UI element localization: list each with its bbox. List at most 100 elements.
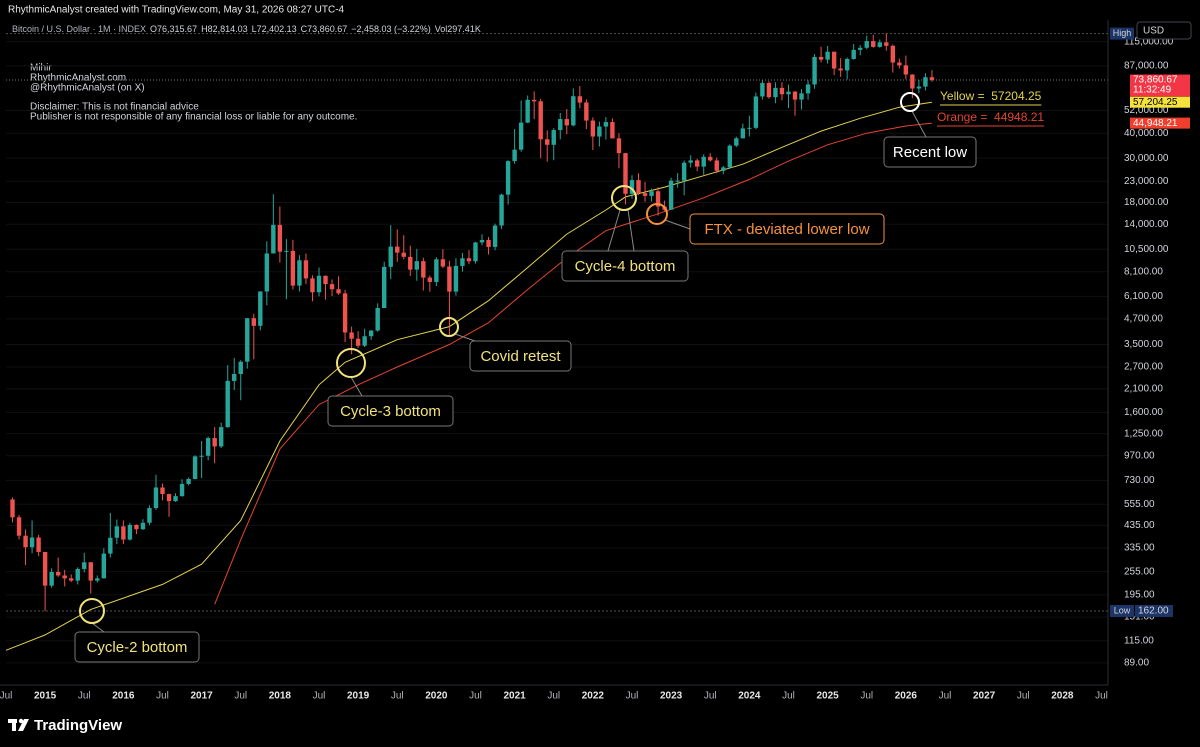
candle-body [82,562,87,569]
candle-body [225,380,230,428]
candle-body [310,278,315,293]
candle-body [323,275,328,285]
candle-body [342,293,348,333]
candle-body [871,41,876,47]
low-value-box [1135,604,1173,617]
x-tick-label: 2022 [582,691,605,702]
candles [10,33,935,611]
note: Disclaimer: This is not financial advice [30,102,199,113]
candle-body [140,522,146,530]
candle-body [864,41,869,48]
price-tag-label: 44,948.21 [1133,118,1178,129]
y-tick-label: 730.00 [1124,475,1155,486]
low-value: 162.00 [1138,606,1169,617]
callout-circle [646,203,668,225]
callout-text: Cycle-4 bottom [575,258,676,275]
candle-body [277,224,283,252]
price-tag [1130,117,1190,129]
y-tick-label: 1,250.00 [1124,428,1163,439]
candle-body [766,83,772,98]
y-tick-label: 8,100.00 [1124,266,1163,277]
callout-circle [439,317,459,337]
candle-body [844,58,850,71]
callout-circle [900,92,920,112]
candle-body [610,122,615,139]
candle-body [753,96,759,128]
candle-body [290,250,296,286]
candle-body [838,68,843,71]
candle-body [831,51,837,69]
candle-body [69,578,74,581]
credit: RhythmicAnalyst created with TradingView… [8,5,345,16]
stat: L72,402.13 [252,24,297,34]
x-tick-label: Jul [0,691,12,702]
candle-body [479,239,485,243]
y-tick-label: 52,000.00 [1124,105,1169,116]
callout-link [350,376,363,397]
candle-body [681,162,687,181]
candle-body [545,139,550,145]
candle-body [147,508,152,523]
overlay-line [5,101,932,651]
candle-body [577,96,583,103]
candle-body [329,284,335,290]
y-tick-label: 151.00 [1124,612,1155,623]
candle-body [551,130,556,145]
x-tick-label: Jul [234,691,247,702]
callout-link [454,333,476,342]
candle-body [179,483,185,497]
candle-body [271,224,276,254]
candle-body [688,160,693,163]
candle-body [505,161,511,195]
candle-body [792,91,798,100]
candle-body [434,259,439,282]
candle-body [258,291,263,326]
x-tick-label: Jul [704,691,717,702]
candle-body [903,65,909,75]
candle-body [623,153,628,194]
candle-body [499,194,504,226]
candle-body [818,56,824,60]
candle-body [877,42,882,47]
y-tick-label: 255.00 [1124,566,1155,577]
candle-body [466,258,472,262]
candle-body [655,191,661,207]
y-tick-label: 10,500.00 [1124,244,1169,255]
candle-body [675,180,680,182]
candle-body [571,96,576,126]
note: RhythmicAnalyst.com [30,73,126,84]
price-tag-label: 73,860.67 [1133,75,1178,86]
candle-body [916,86,922,89]
candle-body [851,49,856,59]
candle-body [251,318,256,326]
callout-text: Cycle-2 bottom [87,639,188,656]
candle-body [597,126,602,137]
callout-box [689,213,885,245]
candle-body [101,553,107,579]
price-tag [1130,74,1190,97]
candle-body [414,261,420,270]
candle-body [62,575,67,579]
candle-body [303,260,309,279]
x-tick-label: Jul [1095,691,1108,702]
candle-body [492,225,498,247]
stat: H82,814.03 [201,24,248,34]
callout-text: Cycle-3 bottom [340,403,441,420]
x-tick-label: 2020 [425,691,448,702]
candle-body [721,167,726,171]
logo-part [18,719,29,731]
candle-body [336,289,341,294]
candle-body [531,99,537,102]
candle-body [238,361,243,375]
candle-body [49,571,54,586]
x-tick-label: Jul [313,691,326,702]
candle-body [518,122,524,150]
candle-body [134,524,139,530]
candle-body [10,499,15,518]
candle-body [923,77,928,87]
candle-body [910,74,915,89]
y-tick-label: 6,100.00 [1124,291,1163,302]
candle-body [747,127,752,129]
price-tag [1130,96,1190,108]
x-tick-label: Jul [547,691,560,702]
